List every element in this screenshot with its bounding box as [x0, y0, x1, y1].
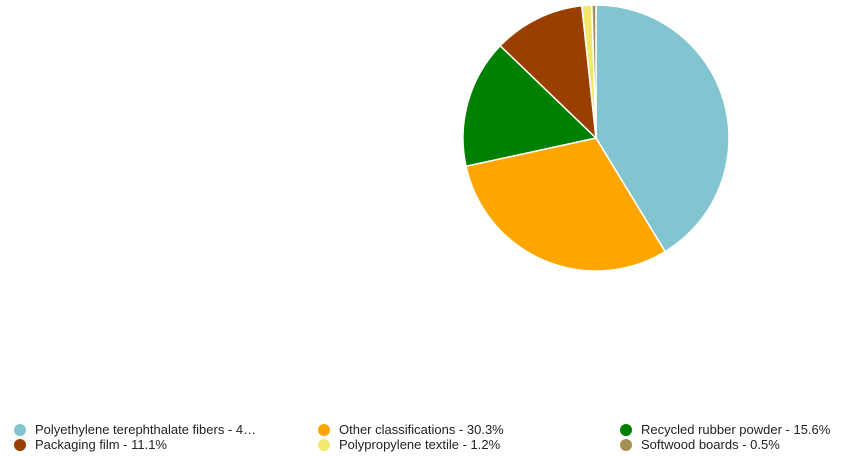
pie-slice-recycled-rubber-powder[interactable]: [462, 44, 597, 167]
legend-dot-recycled-rubber-powder: [620, 424, 632, 436]
legend-item-softwood-boards[interactable]: Softwood boards - 0.5%: [620, 437, 857, 453]
legend-label-packaging-film: Packaging film - 11.1%: [35, 437, 167, 452]
legend-label-softwood-boards: Softwood boards - 0.5%: [641, 437, 780, 452]
legend-dot-polypropylene-textile: [318, 439, 330, 451]
chart-legend: Polyethylene terephthalate fibers - 4… O…: [0, 419, 857, 455]
legend-label-other-classifications: Other classifications - 30.3%: [339, 422, 504, 437]
legend-item-other-classifications[interactable]: Other classifications - 30.3%: [318, 422, 598, 438]
pie-chart-svg: [462, 4, 730, 272]
legend-item-recycled-rubber-powder[interactable]: Recycled rubber powder - 15.6%: [620, 422, 857, 438]
pie-slice-other-classifications[interactable]: [465, 137, 666, 272]
legend-dot-packaging-film: [14, 439, 26, 451]
legend-item-pet-fibers[interactable]: Polyethylene terephthalate fibers - 4…: [14, 422, 294, 438]
legend-dot-other-classifications: [318, 424, 330, 436]
legend-dot-softwood-boards: [620, 439, 632, 451]
legend-dot-pet-fibers: [14, 424, 26, 436]
legend-label-pet-fibers: Polyethylene terephthalate fibers - 4…: [35, 422, 257, 437]
pie-slice-polyethylene-terephthalate-fibers[interactable]: [595, 4, 730, 253]
legend-label-recycled-rubber-powder: Recycled rubber powder - 15.6%: [641, 422, 831, 437]
pie-slice-packaging-film[interactable]: [499, 5, 597, 139]
legend-item-packaging-film[interactable]: Packaging film - 11.1%: [14, 437, 294, 453]
legend-item-polypropylene-textile[interactable]: Polypropylene textile - 1.2%: [318, 437, 598, 453]
pie-slice-softwood-boards[interactable]: [591, 4, 597, 139]
legend-label-polypropylene-textile: Polypropylene textile - 1.2%: [339, 437, 501, 452]
